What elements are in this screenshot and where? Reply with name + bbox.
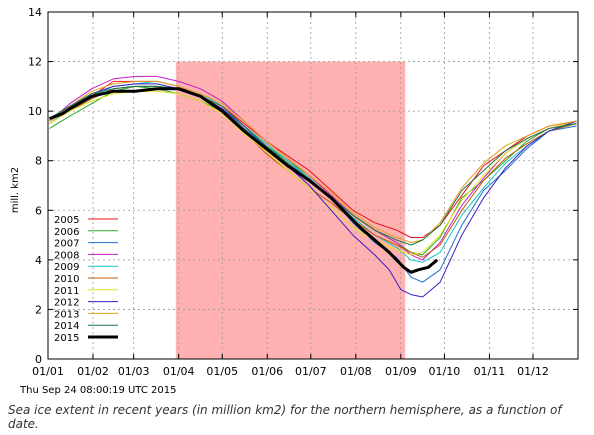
timestamp: Thu Sep 24 08:00:19 UTC 2015 <box>20 385 177 396</box>
legend-label-2008: 2008 <box>54 250 79 261</box>
legend-label-2007: 2007 <box>54 239 79 250</box>
x-tick-label: 01/03 <box>118 365 150 378</box>
y-axis-label: mill. km2 <box>10 167 21 213</box>
legend-label-2009: 2009 <box>54 262 79 273</box>
y-tick-label: 8 <box>35 155 42 168</box>
series-line-2013 <box>49 80 577 243</box>
sea-ice-extent-chart: 0 2 4 6 8 10 12 14 01/01 01/02 01/03 01/04 01/05 01/0… <box>10 6 579 378</box>
y-tick-label: 4 <box>35 254 42 267</box>
series-line-2008 <box>49 75 577 261</box>
legend-label-2006: 2006 <box>54 227 79 238</box>
legend-label-2014: 2014 <box>54 321 79 332</box>
legend-label-2011: 2011 <box>54 286 79 297</box>
series-line-2012 <box>49 83 577 298</box>
y-tick-label: 2 <box>35 303 42 316</box>
y-tick-label: 6 <box>35 204 42 217</box>
plot-frame <box>47 11 579 360</box>
legend-label-2005: 2005 <box>54 215 79 226</box>
x-tick-label: 01/07 <box>295 365 327 378</box>
x-tick-label: 01/06 <box>251 365 283 378</box>
x-tick-label: 01/02 <box>77 365 109 378</box>
chart-caption: Sea ice extent in recent years (in milli… <box>8 403 562 431</box>
legend-label-2010: 2010 <box>54 274 79 285</box>
x-tick-label: 01/04 <box>163 365 195 378</box>
legend-label-2015: 2015 <box>54 333 79 344</box>
x-tick-label: 01/08 <box>340 365 372 378</box>
x-tick-label: 01/09 <box>385 365 417 378</box>
x-tick-label: 01/10 <box>429 365 461 378</box>
legend-label-2013: 2013 <box>54 309 79 320</box>
x-tick-label: 01/11 <box>474 365 506 378</box>
y-tick-label: 10 <box>28 105 42 118</box>
x-tick-label: 01/12 <box>517 365 549 378</box>
y-tick-label: 12 <box>28 56 42 69</box>
x-tick-label: 01/05 <box>206 365 238 378</box>
y-tick-label: 0 <box>35 353 42 366</box>
legend-label-2012: 2012 <box>54 298 79 309</box>
series-line-2015 <box>48 87 439 274</box>
x-tick-label: 01/01 <box>32 365 64 378</box>
y-tick-label: 14 <box>28 6 42 19</box>
